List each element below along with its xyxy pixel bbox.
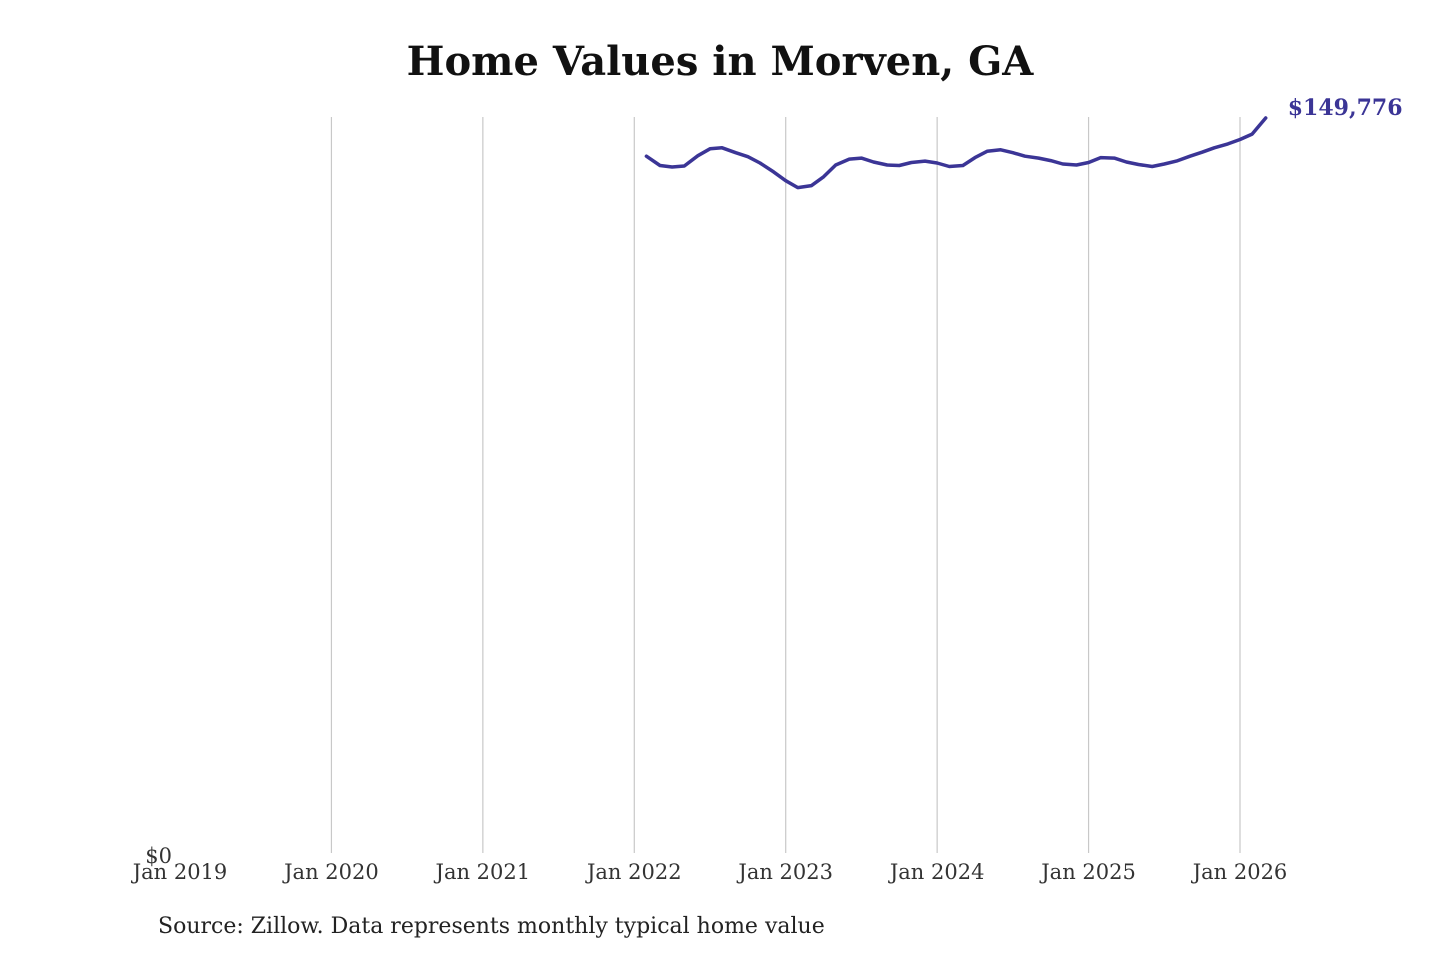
x-tick-label: Jan 2025 (1039, 860, 1136, 884)
y-axis-zero-label: $0 (145, 844, 172, 868)
gridlines (330, 117, 1241, 853)
x-tick-label: Jan 2020 (282, 860, 379, 884)
x-tick-label: Jan 2019 (131, 860, 228, 884)
x-tick-label: Jan 2026 (1191, 860, 1288, 884)
x-tick-label: Jan 2024 (888, 860, 985, 884)
x-tick-label: Jan 2022 (585, 860, 682, 884)
x-tick-label: Jan 2023 (736, 860, 833, 884)
source-note: Source: Zillow. Data represents monthly … (158, 914, 825, 939)
chart-title: Home Values in Morven, GA (406, 38, 1034, 85)
end-value-label: $149,776 (1288, 95, 1403, 121)
x-axis-ticks: Jan 2019 Jan 2020 Jan 2021 Jan 2022 Jan 2023… (131, 860, 1288, 884)
home-value-line (644, 116, 1268, 190)
series-layer (644, 116, 1268, 190)
x-tick-label: Jan 2021 (434, 860, 531, 884)
